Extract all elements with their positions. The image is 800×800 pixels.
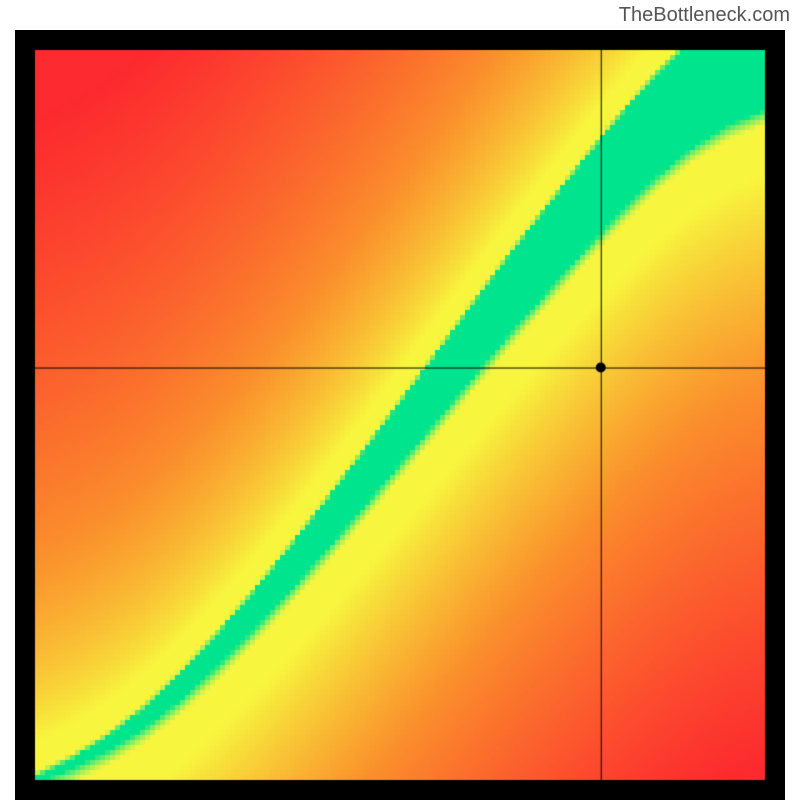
bottleneck-heatmap-canvas: [15, 30, 785, 800]
watermark-text: TheBottleneck.com: [619, 4, 790, 27]
bottleneck-heatmap-frame: [15, 30, 785, 800]
